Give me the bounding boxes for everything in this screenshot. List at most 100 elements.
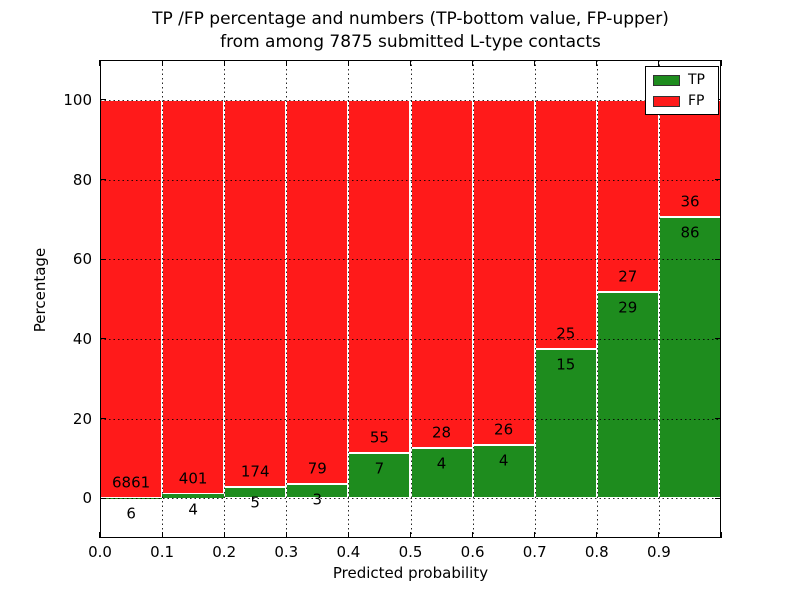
tp-bar-segment — [534, 348, 597, 499]
fp-bar-segment — [534, 99, 597, 349]
tp-count-label: 4 — [436, 454, 447, 473]
fp-bar-segment — [348, 99, 411, 454]
y-axis-tick — [715, 258, 721, 260]
y-axis-tick — [100, 417, 106, 420]
x-gridline — [162, 60, 164, 538]
fp-bar-segment — [410, 99, 473, 449]
x-axis-tick — [285, 532, 287, 538]
x-axis-tick — [99, 532, 101, 538]
legend-item-tp: TP — [653, 72, 711, 88]
x-gridline — [348, 60, 350, 538]
x-axis-tick — [99, 60, 101, 66]
x-tick-label: 0.9 — [646, 543, 671, 561]
y-tick-label: 80 — [72, 170, 92, 189]
y-axis-tick — [100, 178, 106, 181]
chart-title-line1: TP /FP percentage and numbers (TP-bottom… — [152, 9, 669, 29]
fp-legend-swatch-icon — [653, 95, 680, 107]
fp-count-label: 79 — [307, 459, 327, 478]
tp-legend-swatch-icon — [653, 74, 680, 86]
fp-count-label: 55 — [369, 428, 389, 447]
x-axis-tick — [285, 60, 287, 66]
x-axis-tick — [161, 60, 163, 66]
y-axis-tick — [100, 497, 106, 499]
tp-count-label: 4 — [188, 500, 198, 519]
fp-bar-segment — [100, 99, 163, 498]
x-axis-tick — [472, 60, 474, 66]
tp-count-label: 29 — [618, 298, 638, 317]
x-tick-label: 0.0 — [88, 543, 112, 561]
fp-count-label: 25 — [556, 324, 576, 343]
fp-count-label: 26 — [494, 420, 514, 439]
x-tick-label: 0.3 — [274, 543, 299, 561]
x-axis-tick — [161, 532, 163, 538]
fp-bar-segment — [472, 99, 535, 445]
x-gridline — [658, 60, 660, 538]
tp-bar-segment — [162, 494, 225, 499]
legend: TP FP — [645, 66, 719, 115]
y-axis-tick — [715, 417, 721, 420]
x-tick-label: 0.8 — [584, 543, 609, 561]
y-axis-tick — [715, 338, 721, 340]
x-axis-tick — [223, 60, 225, 66]
chart-title-line2: from among 7875 submitted L-type contact… — [220, 32, 601, 52]
x-gridline — [472, 60, 474, 538]
fp-count-label: 6861 — [112, 473, 151, 492]
legend-item-fp: FP — [653, 93, 711, 109]
y-axis-tick — [715, 497, 721, 499]
x-tick-label: 0.6 — [460, 543, 485, 561]
y-tick-label: 20 — [72, 409, 92, 428]
tp-count-label: 6 — [126, 504, 136, 523]
y-tick-label: 100 — [63, 90, 92, 109]
fp-count-label: 36 — [680, 192, 700, 211]
x-axis-tick — [409, 532, 412, 538]
tp-count-label: 7 — [374, 459, 385, 478]
x-axis-tick — [596, 532, 598, 538]
x-axis-tick — [347, 532, 349, 538]
x-tick-label: 0.2 — [212, 543, 237, 561]
x-gridline — [286, 60, 288, 538]
chart-title: TP /FP percentage and numbers (TP-bottom… — [100, 8, 721, 54]
y-tick-label: 0 — [82, 489, 92, 508]
x-tick-label: 0.7 — [522, 543, 547, 561]
legend-label-fp: FP — [688, 93, 705, 109]
x-axis-tick — [658, 60, 660, 66]
y-tick-label: 60 — [72, 250, 92, 269]
x-axis-tick — [534, 532, 536, 538]
fp-bar-segment — [596, 99, 659, 292]
y-axis-label: Percentage — [31, 247, 49, 333]
x-axis-tick — [720, 532, 722, 538]
x-axis-tick — [534, 60, 536, 66]
y-axis-tick — [100, 338, 106, 340]
y-axis-tick — [100, 258, 106, 260]
fp-bar-segment — [224, 99, 287, 487]
x-axis-tick — [472, 532, 474, 538]
fp-bar-segment — [162, 99, 225, 495]
x-axis-label: Predicted probability — [332, 564, 489, 582]
x-axis-tick — [409, 60, 412, 66]
tp-bar-segment — [472, 445, 535, 499]
legend-label-tp: TP — [688, 72, 705, 88]
x-tick-label: 0.1 — [150, 543, 175, 561]
x-gridline — [534, 60, 536, 538]
x-tick-label: 0.5 — [398, 543, 423, 561]
tp-count-label: 4 — [498, 451, 509, 470]
fp-bar-segment — [286, 99, 349, 484]
x-gridline — [410, 60, 412, 538]
x-axis-tick — [223, 532, 225, 538]
tp-count-label: 3 — [312, 490, 323, 509]
fp-count-label: 27 — [618, 267, 638, 286]
tp-count-label: 15 — [556, 355, 576, 374]
x-tick-label: 0.4 — [336, 543, 361, 561]
x-axis-tick — [658, 532, 660, 538]
x-axis-tick — [596, 60, 598, 66]
y-tick-label: 40 — [72, 329, 92, 348]
x-gridline — [224, 60, 226, 538]
tp-bar-segment — [596, 291, 659, 499]
x-axis-tick — [720, 60, 722, 66]
fp-count-label: 174 — [240, 462, 270, 481]
fp-count-label: 28 — [431, 423, 452, 442]
x-gridline — [596, 60, 598, 538]
y-axis-tick — [715, 178, 721, 181]
tp-count-label: 5 — [250, 493, 260, 512]
